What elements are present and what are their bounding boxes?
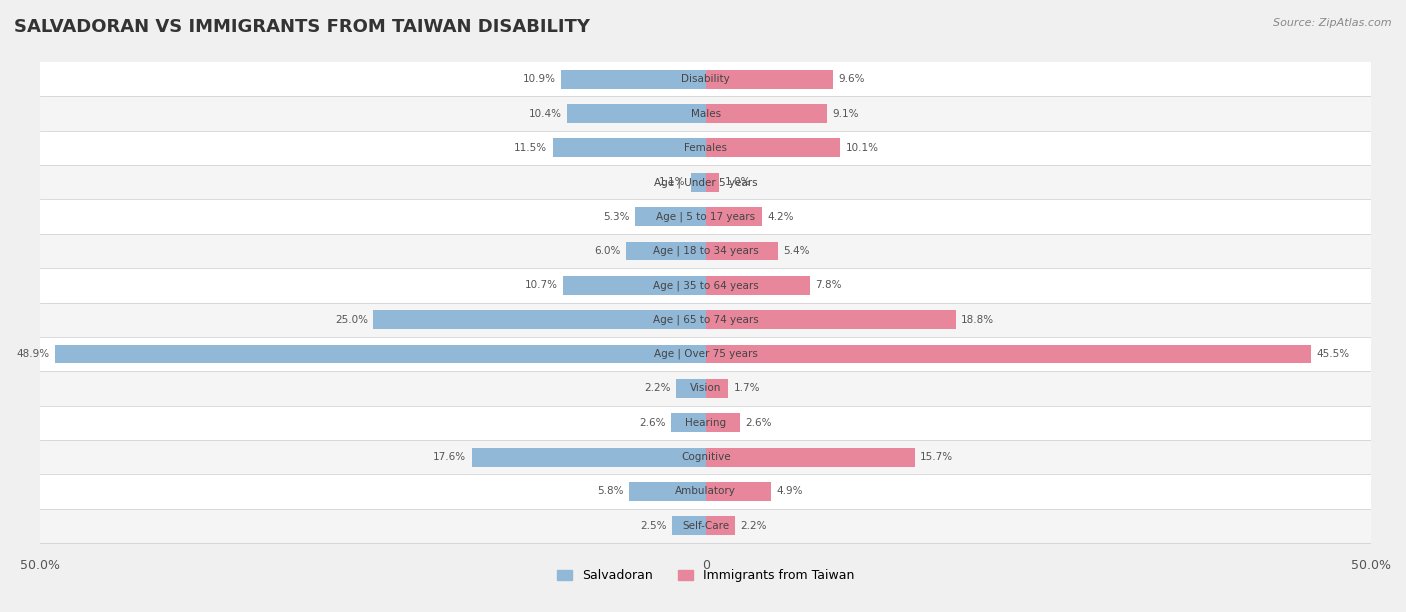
Bar [553, 138, 706, 157]
Text: 10.1%: 10.1% [845, 143, 879, 153]
Bar [706, 138, 841, 157]
Text: 9.6%: 9.6% [839, 74, 865, 84]
Bar [41, 62, 1371, 96]
Text: Disability: Disability [682, 74, 730, 84]
Bar [671, 413, 706, 432]
Bar [706, 379, 728, 398]
Bar [41, 200, 1371, 234]
Text: SALVADORAN VS IMMIGRANTS FROM TAIWAN DISABILITY: SALVADORAN VS IMMIGRANTS FROM TAIWAN DIS… [14, 18, 591, 36]
Bar [41, 234, 1371, 268]
Bar [561, 70, 706, 89]
Text: 5.4%: 5.4% [783, 246, 810, 256]
Bar [373, 310, 706, 329]
Bar [706, 482, 770, 501]
Text: 10.9%: 10.9% [523, 74, 555, 84]
Bar [706, 276, 810, 295]
Bar [628, 482, 706, 501]
Bar [706, 413, 741, 432]
Bar [41, 406, 1371, 440]
Bar [564, 276, 706, 295]
Text: Ambulatory: Ambulatory [675, 487, 737, 496]
Bar [41, 268, 1371, 302]
Bar [626, 242, 706, 261]
Text: 1.1%: 1.1% [659, 177, 686, 187]
Text: 2.5%: 2.5% [641, 521, 668, 531]
Text: Age | 65 to 74 years: Age | 65 to 74 years [652, 315, 759, 325]
Text: 17.6%: 17.6% [433, 452, 467, 462]
Bar [672, 517, 706, 536]
Bar [706, 207, 762, 226]
Text: 6.0%: 6.0% [595, 246, 620, 256]
Text: 2.6%: 2.6% [640, 418, 666, 428]
Bar [706, 173, 718, 192]
Bar [41, 131, 1371, 165]
Bar [41, 474, 1371, 509]
Text: Age | 35 to 64 years: Age | 35 to 64 years [652, 280, 759, 291]
Bar [636, 207, 706, 226]
Bar [41, 371, 1371, 406]
Text: 9.1%: 9.1% [832, 108, 859, 119]
Bar [706, 242, 778, 261]
Text: 2.2%: 2.2% [645, 383, 671, 394]
Text: Age | Under 5 years: Age | Under 5 years [654, 177, 758, 187]
Text: Self-Care: Self-Care [682, 521, 730, 531]
Bar [471, 447, 706, 466]
Bar [706, 447, 915, 466]
Text: 10.4%: 10.4% [529, 108, 562, 119]
Text: Age | 5 to 17 years: Age | 5 to 17 years [657, 211, 755, 222]
Bar [41, 440, 1371, 474]
Text: 5.8%: 5.8% [596, 487, 623, 496]
Text: 18.8%: 18.8% [962, 315, 994, 325]
Bar [706, 70, 834, 89]
Bar [568, 104, 706, 123]
Text: 10.7%: 10.7% [524, 280, 558, 290]
Text: 1.7%: 1.7% [734, 383, 761, 394]
Text: Hearing: Hearing [685, 418, 727, 428]
Text: 4.9%: 4.9% [776, 487, 803, 496]
Bar [706, 517, 735, 536]
Text: Males: Males [690, 108, 721, 119]
Bar [41, 509, 1371, 543]
Text: 5.3%: 5.3% [603, 212, 630, 222]
Text: 7.8%: 7.8% [815, 280, 841, 290]
Bar [41, 96, 1371, 131]
Bar [676, 379, 706, 398]
Bar [692, 173, 706, 192]
Text: 1.0%: 1.0% [724, 177, 751, 187]
Text: Source: ZipAtlas.com: Source: ZipAtlas.com [1274, 18, 1392, 28]
Bar [41, 302, 1371, 337]
Text: 4.2%: 4.2% [766, 212, 793, 222]
Bar [55, 345, 706, 364]
Text: 2.6%: 2.6% [745, 418, 772, 428]
Text: 2.2%: 2.2% [741, 521, 766, 531]
Text: Age | Over 75 years: Age | Over 75 years [654, 349, 758, 359]
Text: 25.0%: 25.0% [335, 315, 368, 325]
Text: Cognitive: Cognitive [681, 452, 731, 462]
Text: Age | 18 to 34 years: Age | 18 to 34 years [652, 246, 759, 256]
Bar [41, 337, 1371, 371]
Bar [41, 165, 1371, 200]
Text: 48.9%: 48.9% [17, 349, 49, 359]
Bar [706, 310, 956, 329]
Text: Vision: Vision [690, 383, 721, 394]
Text: Females: Females [685, 143, 727, 153]
Text: 45.5%: 45.5% [1316, 349, 1350, 359]
Bar [706, 104, 827, 123]
Bar [706, 345, 1312, 364]
Text: 15.7%: 15.7% [920, 452, 953, 462]
Text: 11.5%: 11.5% [515, 143, 547, 153]
Legend: Salvadoran, Immigrants from Taiwan: Salvadoran, Immigrants from Taiwan [553, 564, 859, 587]
